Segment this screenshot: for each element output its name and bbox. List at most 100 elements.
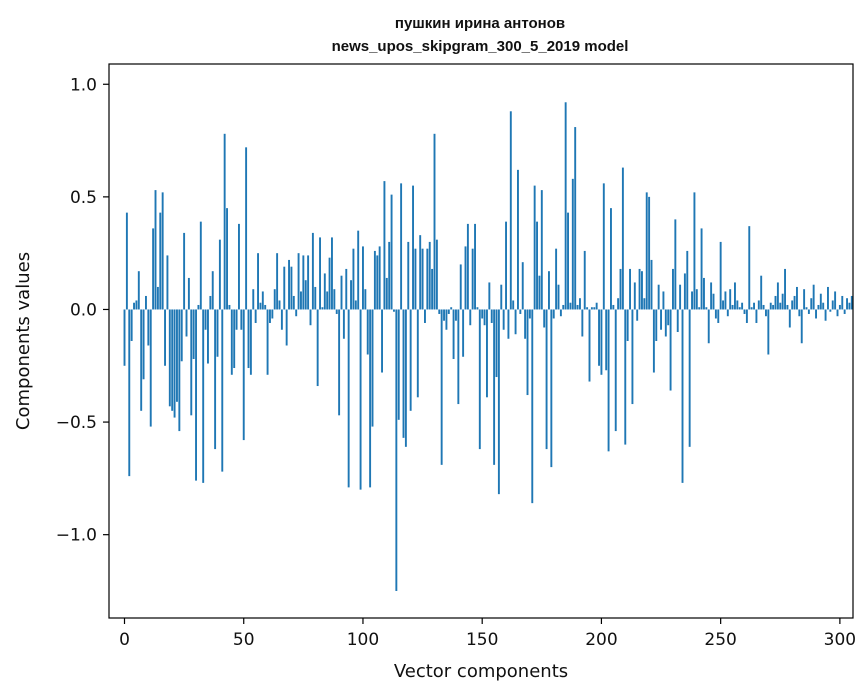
bar-component-291 [817, 304, 820, 310]
bar-component-240 [695, 289, 698, 310]
bar-component-235 [683, 273, 686, 310]
bar-component-274 [776, 282, 779, 310]
bar-component-36 [209, 295, 212, 310]
bar-component-216 [638, 268, 641, 310]
bar-component-51 [245, 147, 248, 310]
x-tick-label: 300 [824, 630, 856, 650]
bar-component-171 [531, 309, 534, 504]
bar-component-74 [300, 291, 302, 310]
bar-component-143 [464, 246, 467, 310]
bar-component-108 [381, 309, 383, 373]
bar-component-230 [672, 268, 674, 310]
bar-component-206 [614, 309, 617, 432]
bar-component-221 [650, 259, 653, 310]
chart-title-line-1: пушкин ирина антонов [395, 15, 565, 32]
bar-component-88 [333, 289, 336, 310]
bar-component-144 [466, 223, 469, 310]
bar-component-112 [390, 194, 393, 310]
bar-component-282 [796, 286, 798, 310]
bar-component-255 [731, 304, 734, 310]
bar-component-268 [762, 304, 765, 310]
bar-component-141 [459, 264, 462, 310]
bar-component-225 [660, 309, 662, 330]
bar-component-3 [130, 309, 133, 341]
bar-component-277 [784, 268, 786, 310]
bar-component-130 [433, 133, 436, 310]
y-axis-label: Components values [13, 252, 34, 430]
bar-component-96 [352, 248, 355, 310]
bar-component-16 [161, 192, 164, 310]
bar-component-38 [214, 309, 217, 450]
bar-component-2 [128, 309, 131, 477]
bar-component-158 [500, 284, 503, 310]
bar-component-69 [288, 259, 290, 310]
bar-component-56 [257, 253, 259, 310]
bar-component-23 [178, 309, 181, 432]
bar-component-83 [321, 307, 324, 310]
bar-component-238 [691, 291, 693, 310]
bar-component-124 [419, 235, 422, 310]
bar-component-163 [512, 300, 515, 310]
bar-component-152 [486, 309, 488, 398]
bar-component-86 [328, 257, 331, 310]
bar-component-135 [445, 309, 448, 330]
bar-component-30 [195, 309, 197, 481]
bar-component-281 [793, 295, 796, 310]
bar-component-294 [824, 309, 827, 321]
bar-component-168 [524, 309, 527, 339]
bar-component-212 [629, 268, 631, 310]
bar-component-301 [841, 295, 844, 310]
bar-component-295 [827, 286, 829, 310]
bar-component-95 [350, 280, 352, 310]
bar-component-12 [152, 228, 155, 310]
bar-component-265 [755, 309, 758, 323]
bar-component-270 [767, 309, 770, 355]
bar-component-123 [416, 309, 419, 398]
bar-component-259 [741, 302, 744, 310]
bar-component-81 [316, 309, 319, 387]
bar-component-98 [357, 230, 360, 310]
bar-component-129 [431, 268, 434, 310]
bar-component-203 [607, 309, 610, 452]
bar-component-266 [757, 300, 760, 310]
bar-component-94 [347, 309, 350, 488]
bar-component-122 [414, 248, 417, 310]
bar-component-243 [703, 277, 705, 310]
bar-component-189 [574, 127, 577, 310]
bar-component-251 [722, 300, 724, 310]
bar-component-111 [388, 241, 391, 310]
bar-component-127 [426, 248, 429, 310]
bar-component-46 [233, 309, 236, 369]
bar-component-198 [595, 302, 598, 310]
bar-component-33 [202, 309, 205, 483]
bar-component-54 [252, 289, 255, 310]
bar-component-173 [536, 221, 538, 310]
bar-component-290 [815, 309, 817, 319]
bar-component-18 [166, 255, 169, 310]
bar-component-100 [362, 246, 364, 310]
bar-component-302 [843, 309, 846, 314]
bar-component-285 [803, 289, 806, 310]
bar-component-237 [688, 309, 691, 447]
bar-component-114 [395, 309, 398, 591]
bar-component-215 [636, 309, 639, 321]
bar-component-179 [550, 309, 553, 468]
y-tick-label: 1.0 [70, 75, 97, 95]
bar-component-47 [235, 309, 238, 330]
bar-component-27 [187, 277, 190, 310]
bar-component-280 [791, 300, 794, 310]
y-tick-label: −1.0 [56, 526, 97, 546]
bar-component-11 [149, 309, 152, 427]
bar-component-109 [383, 181, 386, 310]
bar-component-25 [183, 232, 186, 310]
bar-component-192 [581, 309, 584, 337]
bar-component-287 [807, 309, 810, 314]
bar-component-137 [450, 307, 453, 310]
bar-component-283 [798, 309, 801, 317]
bar-component-68 [285, 309, 288, 346]
bar-component-204 [610, 208, 612, 310]
bar-component-247 [712, 293, 715, 310]
bar-component-188 [571, 178, 574, 310]
chart-title-line-2: news_upos_skipgram_300_5_2019 model [332, 38, 629, 55]
